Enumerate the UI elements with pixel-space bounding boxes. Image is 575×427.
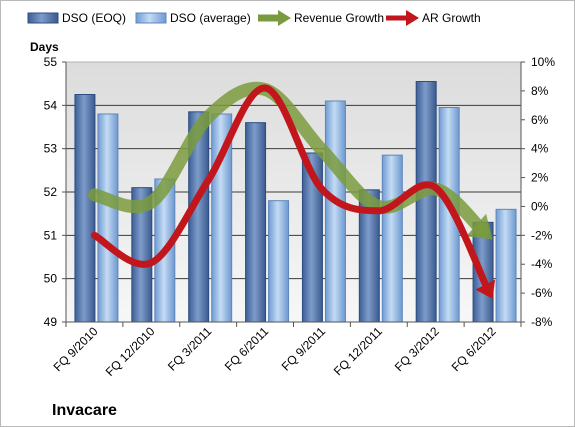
bar-series — [74, 81, 517, 323]
y-tick-label: 52 — [44, 185, 58, 199]
legend-label: DSO (average) — [170, 11, 251, 25]
arrowhead-ar-growth — [475, 279, 496, 299]
y2-tick-label: 6% — [531, 113, 549, 127]
y2-tick-label: 2% — [531, 171, 549, 185]
line-series — [87, 81, 496, 299]
company-name: Invacare — [52, 402, 117, 419]
y2-tick-label: 8% — [531, 84, 549, 98]
line-revenue-growth — [87, 81, 490, 238]
y2-tick-label: -2% — [531, 228, 553, 242]
y-axis-title: Days — [30, 40, 59, 54]
x-tick-label: FQ 12/2011 — [331, 324, 385, 378]
legend-arrow-icon — [278, 10, 291, 26]
x-tick-label: FQ 6/2011 — [222, 324, 272, 374]
x-tick-label: FQ 6/2012 — [449, 324, 499, 374]
y-axis-left-ticks: 49 50 51 52 53 54 55 — [44, 55, 66, 329]
y-tick-label: 50 — [44, 272, 58, 286]
x-tick-label: FQ 3/2012 — [392, 324, 442, 374]
bar-dso-average — [381, 154, 403, 323]
y2-tick-label: 0% — [531, 199, 549, 213]
legend: DSO (EOQ) DSO (average) Revenue Growth AR G… — [27, 10, 481, 26]
bar-dso-average — [324, 100, 346, 323]
bar-dso-eoq — [245, 122, 267, 323]
y-axis-right-ticks: -8% -6% -4% -2% 0% 2% 4% 6% 8% 10% — [521, 55, 555, 329]
bar-dso-eoq — [415, 81, 437, 323]
line-ar-growth — [90, 84, 492, 294]
y-tick-label: 51 — [44, 228, 58, 242]
legend-arrow-icon — [406, 10, 419, 26]
x-tick-label: FQ 3/2011 — [165, 324, 215, 374]
bar-dso-average — [495, 208, 517, 323]
legend-label: AR Growth — [422, 11, 481, 25]
y2-tick-label: -6% — [531, 286, 553, 300]
y-tick-label: 49 — [44, 315, 58, 329]
legend-label: DSO (EOQ) — [62, 11, 126, 25]
bar-dso-average — [97, 113, 119, 323]
legend-label: Revenue Growth — [294, 11, 384, 25]
y-tick-label: 55 — [44, 55, 58, 69]
legend-swatch — [135, 12, 167, 24]
bar-dso-eoq — [74, 94, 96, 323]
y2-tick-label: 4% — [531, 142, 549, 156]
y-tick-label: 53 — [44, 142, 58, 156]
arrowhead-revenue-growth — [466, 213, 493, 240]
x-axis-ticks: FQ 9/2010 FQ 12/2010 FQ 3/2011 FQ 6/2011 FQ … — [51, 324, 499, 379]
y2-tick-label: -4% — [531, 257, 553, 271]
x-tick-label: FQ 9/2010 — [51, 324, 101, 374]
x-tick-label: FQ 12/2010 — [103, 324, 158, 379]
legend-swatch — [27, 12, 59, 24]
y2-tick-label: 10% — [531, 55, 555, 69]
x-tick-label: FQ 9/2011 — [279, 324, 329, 374]
y2-tick-label: -8% — [531, 315, 553, 329]
y-tick-label: 54 — [44, 98, 58, 112]
bar-dso-average — [268, 200, 290, 323]
